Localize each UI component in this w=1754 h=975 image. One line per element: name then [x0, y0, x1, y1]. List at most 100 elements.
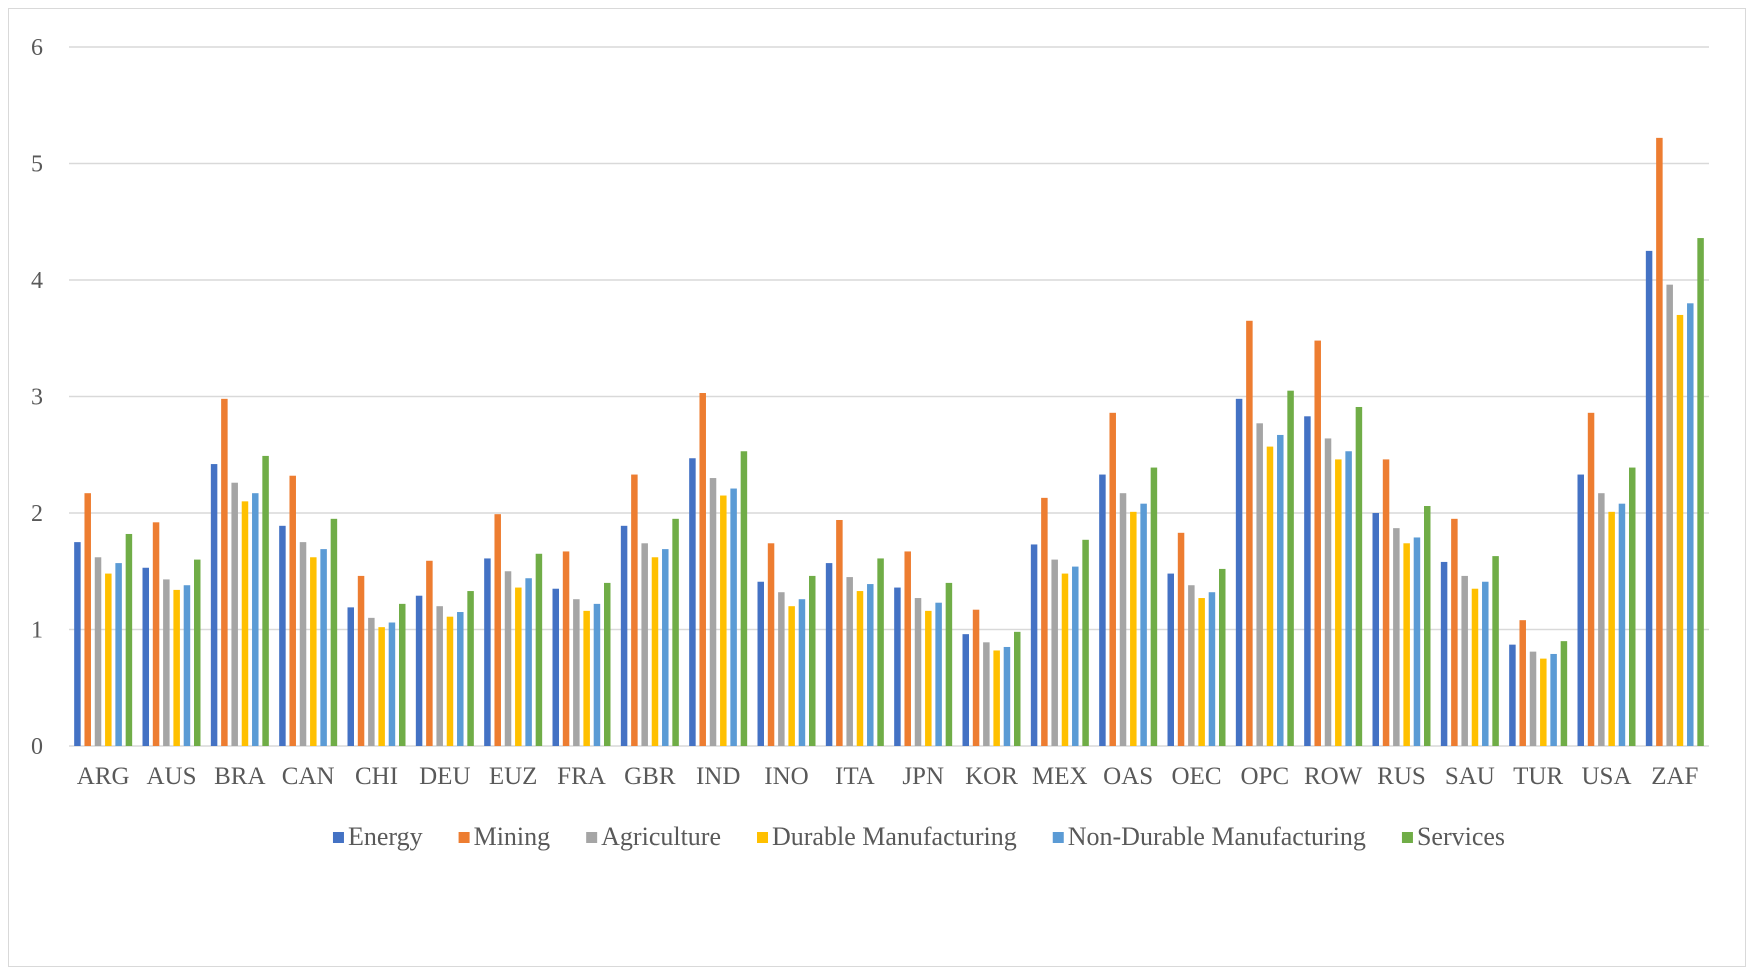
- legend-item-energy: Energy: [332, 822, 423, 851]
- legend-swatch: [1401, 832, 1413, 843]
- x-tick-label-oas: OAS: [1103, 763, 1153, 790]
- bar-zaf-services: [1697, 238, 1704, 746]
- bar-ind-durable-manufacturing: [720, 495, 727, 746]
- legend-label: Non-Durable Manufacturing: [1068, 822, 1366, 851]
- legend-label: Mining: [474, 822, 551, 851]
- bar-gbr-mining: [631, 474, 638, 746]
- bar-opc-agriculture: [1256, 423, 1263, 746]
- bar-rus-agriculture: [1393, 528, 1400, 746]
- bar-gbr-energy: [620, 525, 628, 746]
- x-tick-label-gbr: GBR: [624, 763, 676, 790]
- bar-kor-agriculture: [983, 642, 990, 746]
- bar-arg-non-durable-manufacturing: [115, 563, 122, 746]
- bar-euz-non-durable-manufacturing: [525, 578, 532, 746]
- bar-ino-services: [809, 575, 816, 746]
- bar-can-energy: [279, 525, 286, 746]
- legend-swatch: [1052, 832, 1064, 843]
- bar-sau-energy: [1440, 561, 1448, 746]
- bar-sau-durable-manufacturing: [1471, 588, 1479, 746]
- x-tick-label-ind: IND: [696, 763, 740, 790]
- bar-rus-durable-manufacturing: [1403, 543, 1410, 746]
- x-tick-label-zaf: ZAF: [1651, 763, 1698, 790]
- x-tick-label-usa: USA: [1581, 763, 1631, 790]
- legend-item-non-durable-manufacturing: Non-Durable Manufacturing: [1052, 822, 1366, 851]
- bar-usa-services: [1629, 467, 1636, 746]
- x-tick-label-ino: INO: [764, 763, 808, 790]
- bar-ino-energy: [757, 581, 764, 746]
- bar-gbr-agriculture: [641, 543, 648, 746]
- bar-chi-agriculture: [368, 617, 375, 746]
- bar-bra-services: [262, 455, 269, 746]
- bar-sau-mining: [1451, 518, 1458, 746]
- bar-kor-non-durable-manufacturing: [1003, 646, 1011, 746]
- bar-ita-durable-manufacturing: [856, 591, 864, 746]
- bar-opc-energy: [1235, 398, 1243, 746]
- bar-kor-services: [1014, 631, 1021, 746]
- bar-sau-non-durable-manufacturing: [1482, 581, 1489, 746]
- bar-fra-non-durable-manufacturing: [593, 603, 601, 746]
- bar-kor-energy: [962, 634, 969, 746]
- y-tick-label: 2: [31, 501, 43, 527]
- bar-mex-durable-manufacturing: [1061, 573, 1069, 746]
- bar-gbr-durable-manufacturing: [651, 557, 659, 746]
- bar-ind-services: [740, 451, 748, 746]
- legend-swatch: [586, 832, 598, 843]
- y-tick-label: 4: [31, 268, 43, 294]
- bar-deu-energy: [415, 595, 423, 746]
- bar-bra-energy: [210, 464, 218, 746]
- bar-oec-durable-manufacturing: [1198, 598, 1205, 746]
- bar-jpn-durable-manufacturing: [925, 610, 932, 746]
- legend-item-agriculture: Agriculture: [586, 822, 721, 851]
- bar-chi-mining: [357, 575, 365, 746]
- chart-frame: 0 1 2 3 4 5 6 ARG AUS BRA CAN CHI DEU EUZ FRA GBR IND IN…: [8, 8, 1746, 967]
- y-tick-label: 0: [31, 734, 43, 760]
- bar-chi-durable-manufacturing: [378, 627, 385, 746]
- bar-usa-non-durable-manufacturing: [1618, 503, 1626, 746]
- bar-tur-non-durable-manufacturing: [1550, 653, 1557, 746]
- bar-opc-services: [1287, 390, 1294, 746]
- bar-ita-agriculture: [846, 577, 853, 746]
- bar-fra-durable-manufacturing: [583, 610, 590, 746]
- bar-mex-services: [1082, 539, 1089, 746]
- legend-item-services: Services: [1401, 822, 1505, 851]
- bar-arg-durable-manufacturing: [105, 573, 112, 746]
- bar-chi-non-durable-manufacturing: [388, 622, 396, 746]
- bar-euz-services: [535, 553, 543, 746]
- bar-mex-mining: [1041, 497, 1048, 746]
- bar-ita-mining: [836, 519, 843, 746]
- bar-fra-agriculture: [573, 599, 580, 746]
- bar-usa-durable-manufacturing: [1608, 511, 1615, 746]
- bar-usa-agriculture: [1598, 493, 1605, 746]
- bar-kor-durable-manufacturing: [993, 650, 1000, 746]
- bar-usa-mining: [1587, 412, 1595, 746]
- bar-mex-non-durable-manufacturing: [1072, 566, 1079, 746]
- bar-opc-durable-manufacturing: [1266, 446, 1274, 746]
- bar-ita-non-durable-manufacturing: [867, 584, 874, 746]
- bar-oas-mining: [1109, 412, 1116, 746]
- bar-chart: 0 1 2 3 4 5 6 ARG AUS BRA CAN CHI DEU EUZ FRA GBR IND IN…: [31, 35, 1709, 851]
- bar-opc-mining: [1246, 320, 1253, 746]
- bar-bra-non-durable-manufacturing: [252, 493, 259, 746]
- bar-row-services: [1355, 406, 1363, 746]
- bar-deu-agriculture: [436, 606, 443, 746]
- bar-sau-agriculture: [1461, 575, 1468, 746]
- bar-bra-agriculture: [231, 482, 238, 746]
- bar-can-agriculture: [299, 542, 307, 746]
- x-tick-label-tur: TUR: [1513, 763, 1563, 790]
- bar-deu-mining: [426, 560, 433, 746]
- x-tick-label-arg: ARG: [77, 763, 130, 790]
- y-tick-label: 5: [31, 152, 43, 178]
- legend-swatch: [332, 832, 344, 843]
- bar-deu-non-durable-manufacturing: [457, 612, 464, 746]
- x-tick-label-euz: EUZ: [489, 763, 538, 790]
- bar-aus-services: [194, 559, 201, 746]
- x-tick-label-fra: FRA: [557, 763, 606, 790]
- bar-arg-services: [125, 533, 133, 746]
- bar-rus-energy: [1372, 513, 1379, 746]
- bar-zaf-non-durable-manufacturing: [1687, 303, 1694, 746]
- bars: [74, 137, 1704, 746]
- bar-arg-energy: [74, 542, 81, 746]
- bar-zaf-mining: [1656, 137, 1663, 746]
- bar-chi-energy: [347, 607, 354, 746]
- bar-tur-durable-manufacturing: [1540, 658, 1547, 746]
